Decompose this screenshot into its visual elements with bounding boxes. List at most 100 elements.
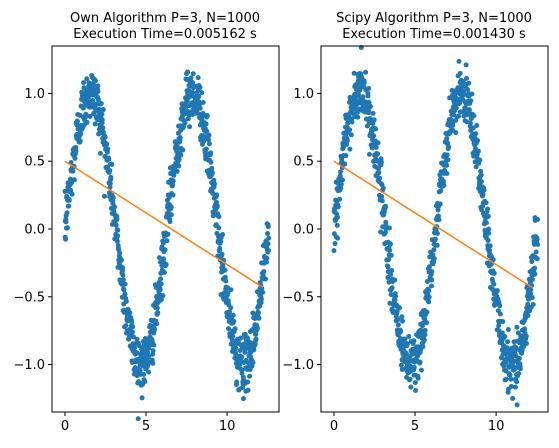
left-scatter-point bbox=[207, 141, 212, 146]
right-scatter-point bbox=[424, 320, 429, 325]
left-scatter-point bbox=[154, 321, 159, 326]
right-scatter-point bbox=[515, 402, 520, 407]
right-scatter-point bbox=[335, 236, 340, 241]
left-scatter-point bbox=[73, 149, 78, 154]
left-scatter-point bbox=[155, 305, 160, 310]
left-chart-title-line-2: Execution Time=0.005162 s bbox=[73, 27, 257, 42]
right-scatter-point bbox=[373, 126, 378, 131]
right-scatter-point bbox=[406, 334, 411, 339]
left-scatter-point bbox=[151, 343, 156, 348]
left-scatter-point bbox=[255, 326, 260, 331]
left-scatter-point bbox=[111, 195, 116, 200]
left-scatter-point bbox=[245, 379, 250, 384]
left-scatter-point bbox=[233, 345, 238, 350]
left-scatter-point bbox=[266, 236, 271, 241]
left-scatter-point bbox=[264, 256, 269, 261]
left-scatter-point bbox=[178, 153, 183, 158]
left-scatter-point bbox=[103, 135, 108, 140]
right-scatter-point bbox=[524, 341, 529, 346]
right-chart-panel: Scipy Algorithm P=3, N=1000 Execution Ti… bbox=[282, 11, 548, 434]
left-scatter-point bbox=[67, 198, 72, 203]
left-scatter-point bbox=[204, 147, 209, 152]
left-scatter-point bbox=[239, 355, 244, 360]
left-scatter-point bbox=[210, 170, 215, 175]
right-scatter-point bbox=[513, 385, 518, 390]
left-scatter-point bbox=[175, 169, 180, 174]
left-scatter-point bbox=[112, 205, 117, 210]
left-scatter-point bbox=[185, 69, 190, 74]
right-scatter-point bbox=[429, 284, 434, 289]
right-scatter-point bbox=[466, 81, 471, 86]
right-scatter-point bbox=[481, 192, 486, 197]
left-scatter-point bbox=[142, 379, 147, 384]
right-scatter-point bbox=[464, 62, 469, 67]
left-chart-panel: Own Algorithm P=3, N=1000 Execution Time… bbox=[13, 11, 279, 434]
left-scatter-point bbox=[123, 323, 128, 328]
right-scatter-point bbox=[387, 226, 392, 231]
right-scatter-point bbox=[375, 151, 380, 156]
right-scatter-point bbox=[473, 131, 478, 136]
left-scatter-point bbox=[171, 192, 176, 197]
right-scatter-point bbox=[376, 140, 381, 145]
right-scatter-point bbox=[383, 204, 388, 209]
left-y-tick-label: 0.0 bbox=[24, 223, 45, 238]
right-scatter-point bbox=[509, 377, 514, 382]
right-scatter-point bbox=[435, 243, 440, 248]
left-scatter-point bbox=[177, 157, 182, 162]
right-scatter-point bbox=[446, 144, 451, 149]
left-scatter-point bbox=[256, 310, 261, 315]
right-scatter-point bbox=[349, 132, 354, 137]
left-scatter-point bbox=[72, 177, 77, 182]
left-scatter-point bbox=[169, 212, 174, 217]
left-scatter-point bbox=[102, 194, 107, 199]
left-scatter-point bbox=[150, 361, 155, 366]
left-y-tick-label: 0.5 bbox=[24, 155, 45, 170]
left-scatter-point bbox=[178, 135, 183, 140]
right-scatter-point bbox=[366, 93, 371, 98]
right-scatter-point bbox=[517, 356, 522, 361]
right-scatter-point bbox=[529, 259, 534, 264]
right-scatter-point bbox=[535, 217, 540, 222]
right-scatter-point bbox=[393, 294, 398, 299]
right-scatter-point bbox=[468, 98, 473, 103]
right-scatter-point bbox=[396, 322, 401, 327]
left-scatter-point bbox=[121, 277, 126, 282]
right-chart-title-line-2: Execution Time=0.001430 s bbox=[342, 27, 526, 42]
right-scatter-point bbox=[399, 314, 404, 319]
right-scatter-point bbox=[437, 217, 442, 222]
right-scatter-point bbox=[336, 204, 341, 209]
right-scatter-point bbox=[355, 115, 360, 120]
left-scatter-point bbox=[114, 217, 119, 222]
left-scatter-point bbox=[93, 78, 98, 83]
left-scatter-point bbox=[182, 120, 187, 125]
right-scatter-point bbox=[471, 113, 476, 118]
left-scatter-point bbox=[266, 224, 271, 229]
left-scatter-point bbox=[165, 232, 170, 237]
right-scatter-point bbox=[498, 311, 503, 316]
right-scatter-point bbox=[386, 257, 391, 262]
right-scatter-point bbox=[390, 285, 395, 290]
right-scatter-point bbox=[372, 117, 377, 122]
right-scatter-point bbox=[474, 123, 479, 128]
left-scatter-point bbox=[115, 234, 120, 239]
right-scatter-point bbox=[531, 302, 536, 307]
right-scatter-point bbox=[482, 188, 487, 193]
left-x-tick-label: 0 bbox=[61, 419, 69, 434]
left-scatter-point bbox=[99, 112, 104, 117]
right-scatter-point bbox=[500, 319, 505, 324]
left-scatter-point bbox=[256, 316, 261, 321]
right-scatter-point bbox=[514, 379, 519, 384]
right-scatter-point bbox=[516, 371, 521, 376]
right-scatter-point bbox=[488, 243, 493, 248]
left-scatter-point bbox=[180, 148, 185, 153]
left-scatter-point bbox=[96, 89, 101, 94]
right-scatter-point bbox=[475, 138, 480, 143]
right-scatter-point bbox=[464, 76, 469, 81]
right-scatter-point bbox=[438, 201, 443, 206]
right-scatter-point bbox=[469, 91, 474, 96]
left-scatter-point bbox=[123, 282, 128, 287]
right-scatter-point bbox=[413, 380, 418, 385]
right-scatter-point bbox=[532, 272, 537, 277]
right-scatter-point bbox=[484, 220, 489, 225]
left-scatter-point bbox=[216, 214, 221, 219]
